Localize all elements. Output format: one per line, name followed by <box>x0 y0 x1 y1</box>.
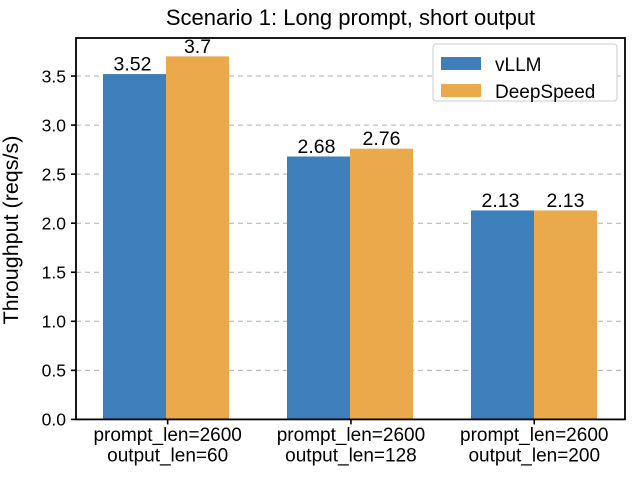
svg-text:2.13: 2.13 <box>482 190 520 212</box>
svg-text:0.0: 0.0 <box>42 410 67 430</box>
svg-text:vLLM: vLLM <box>495 55 541 76</box>
svg-text:prompt_len=2600: prompt_len=2600 <box>277 425 425 446</box>
svg-text:Scenario 1: Long prompt, short: Scenario 1: Long prompt, short output <box>166 5 535 30</box>
svg-text:0.5: 0.5 <box>42 361 66 381</box>
svg-text:3.0: 3.0 <box>42 115 67 135</box>
svg-text:2.76: 2.76 <box>363 128 401 150</box>
svg-text:prompt_len=2600: prompt_len=2600 <box>93 425 241 446</box>
svg-text:1.5: 1.5 <box>42 263 66 283</box>
svg-text:3.5: 3.5 <box>42 66 66 86</box>
svg-text:2.5: 2.5 <box>42 164 66 184</box>
svg-text:output_len=128: output_len=128 <box>285 446 417 467</box>
svg-text:2.13: 2.13 <box>547 190 585 212</box>
svg-text:Throughput (reqs/s): Throughput (reqs/s) <box>0 136 23 325</box>
svg-text:3.7: 3.7 <box>184 36 211 58</box>
svg-text:2.0: 2.0 <box>42 214 67 234</box>
svg-text:prompt_len=2600: prompt_len=2600 <box>460 425 608 446</box>
svg-text:output_len=200: output_len=200 <box>468 446 600 467</box>
svg-text:DeepSpeed: DeepSpeed <box>495 82 595 103</box>
svg-text:3.52: 3.52 <box>114 54 152 76</box>
svg-text:2.68: 2.68 <box>298 136 336 158</box>
svg-text:output_len=60: output_len=60 <box>107 446 228 467</box>
svg-text:1.0: 1.0 <box>42 312 67 332</box>
